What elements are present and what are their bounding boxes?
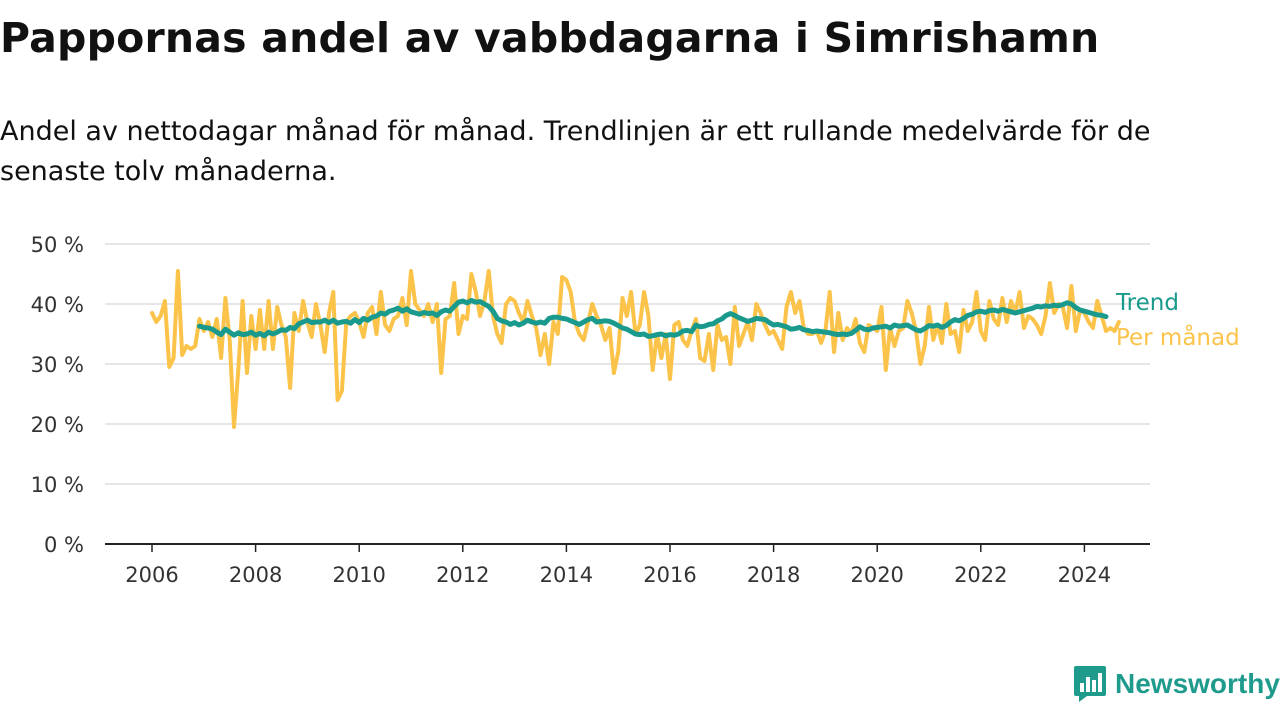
- gridlines: [105, 243, 1150, 485]
- y-tick-label: 10 %: [31, 473, 84, 497]
- chart-subtitle: Andel av nettodagar månad för månad. Tre…: [0, 116, 1151, 187]
- x-tick-label: 2016: [643, 563, 696, 587]
- x-axis: 2006 2008 2010 2012 2014 2016 2018 2020 2022 2024: [105, 543, 1150, 587]
- y-tick-label: 20 %: [31, 413, 84, 437]
- y-tick-label: 40 %: [31, 293, 84, 317]
- x-tick-label: 2022: [954, 563, 1007, 587]
- chart-title: Pappornas andel av vabbdagarna i Simrish…: [0, 14, 1100, 62]
- series-lines: [150, 269, 1121, 429]
- newsworthy-logo-icon: [1074, 666, 1106, 702]
- x-tick-label: 2010: [332, 563, 385, 587]
- legend-label-trend: Trend: [1115, 290, 1179, 316]
- y-tick-label: 30 %: [31, 353, 84, 377]
- brand-logo: Newsworthy: [1073, 664, 1280, 704]
- x-tick-label: 2024: [1058, 563, 1111, 587]
- x-tick-label: 2018: [747, 563, 800, 587]
- brand-name: Newsworthy: [1115, 668, 1280, 699]
- y-axis-ticks: 0 % 10 % 20 % 30 % 40 % 50 %: [31, 233, 84, 557]
- y-tick-label: 50 %: [31, 233, 84, 257]
- x-tick-label: 2014: [540, 563, 593, 587]
- legend: Trend Per månad: [1115, 290, 1240, 351]
- y-tick-label: 0 %: [44, 533, 84, 557]
- series-line-monthly: [150, 269, 1121, 429]
- legend-label-monthly: Per månad: [1116, 323, 1240, 351]
- x-tick-label: 2008: [229, 563, 282, 587]
- x-tick-label: 2006: [125, 563, 178, 587]
- x-tick-label: 2020: [850, 563, 903, 587]
- series-line-trend: [197, 297, 1109, 339]
- x-tick-label: 2012: [436, 563, 489, 587]
